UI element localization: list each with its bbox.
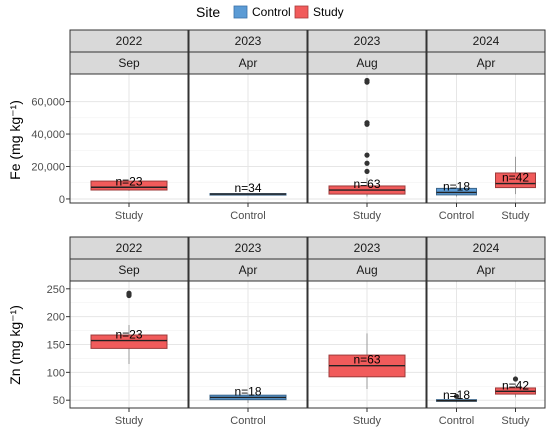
legend-key-control	[233, 5, 248, 19]
panel-border	[426, 280, 546, 409]
outlier-point	[453, 393, 460, 399]
box-iqr-control	[436, 187, 477, 196]
x-tick-label: Study	[501, 210, 530, 222]
y-tick-label: 50	[53, 395, 65, 407]
x-tick-label: Control	[230, 415, 265, 427]
strip-month-label: Apr	[477, 263, 496, 277]
y-axis-title: Zn (mg kg⁻¹)	[7, 305, 23, 385]
box-iqr-study	[90, 180, 168, 191]
strip-year-label: 2022	[116, 34, 143, 48]
n-count-label: n=34	[234, 181, 261, 195]
n-count-label: n=23	[115, 328, 142, 342]
facet-panel: 2022 Sep n=23 Study	[69, 29, 189, 222]
strip-year-label: 2023	[235, 241, 262, 255]
strip-month-label: Apr	[239, 263, 258, 277]
strip-year-label: 2024	[473, 241, 500, 255]
panel-border	[426, 73, 546, 204]
legend-label-study: Study	[313, 5, 344, 19]
legend-label-control: Control	[252, 5, 291, 19]
outlier-point	[364, 120, 370, 126]
y-tick-label: 100	[47, 367, 65, 379]
outlier-point	[364, 168, 370, 174]
facet-row-1: Fe (mg kg⁻¹) 0 20,000 40,000 60,000 2022 Sep n=…	[7, 29, 546, 222]
facet-panel: 2023 Apr n=18 Control	[188, 236, 308, 427]
y-tick-label: 40,000	[31, 129, 65, 141]
x-tick-label: Study	[501, 415, 530, 427]
facet-panel: 2022 Sep n=23 Study	[69, 236, 189, 427]
strip-month-label: Apr	[239, 56, 258, 70]
n-count-label: n=18	[234, 384, 261, 398]
strip-month-label: Aug	[356, 263, 377, 277]
x-tick-label: Study	[353, 415, 382, 427]
x-tick-label: Control	[230, 210, 265, 222]
n-count-label: n=23	[115, 174, 142, 188]
strip-month-label: Aug	[356, 56, 377, 70]
y-tick-label: 250	[47, 284, 65, 296]
x-tick-label: Study	[353, 210, 382, 222]
y-tick-label: 20,000	[31, 161, 65, 173]
outlier-point	[364, 77, 370, 84]
strip-year-label: 2022	[116, 241, 143, 255]
facet-panel: 2024 Apr n=18 n=42 Control Study	[426, 29, 546, 222]
strip-year-label: 2023	[354, 34, 381, 48]
n-count-label: n=18	[443, 179, 470, 193]
facet-panel: 2023 Apr n=34 Control	[188, 29, 308, 222]
y-tick-label: 60,000	[31, 97, 65, 109]
x-tick-label: Study	[115, 210, 144, 222]
y-tick-label: 200	[47, 312, 65, 324]
x-tick-label: Control	[439, 415, 474, 427]
strip-month-label: Sep	[118, 56, 140, 70]
legend: Site Control Study	[196, 4, 344, 20]
n-count-label: n=63	[353, 177, 380, 191]
y-tick-label: 150	[47, 340, 65, 352]
outlier-point	[126, 290, 132, 296]
box-iqr-study	[90, 334, 168, 349]
x-tick-label: Control	[439, 210, 474, 222]
facet-panel: 2023 Aug n=63 Study	[307, 236, 427, 427]
facet-panel: 2024 Apr n=18 n=42 Control Study	[426, 236, 546, 427]
n-count-label: n=42	[502, 378, 529, 392]
outlier-point	[364, 152, 370, 158]
legend-key-study	[294, 5, 309, 19]
facet-row-2: Zn (mg kg⁻¹) 50 100 150 200 250 2022 Sep n=23 Stu…	[7, 236, 546, 427]
y-axis-title: Fe (mg kg⁻¹)	[7, 100, 23, 180]
strip-year-label: 2023	[235, 34, 262, 48]
facet-panel: 2023 Aug n=63 Study	[307, 29, 427, 222]
outlier-point	[512, 376, 519, 382]
outlier-point	[364, 160, 370, 166]
n-count-label: n=18	[443, 388, 470, 402]
strip-month-label: Apr	[477, 56, 496, 70]
strip-year-label: 2023	[354, 241, 381, 255]
n-count-label: n=42	[502, 171, 529, 185]
strip-month-label: Sep	[118, 263, 140, 277]
legend-title: Site	[196, 4, 220, 20]
strip-year-label: 2024	[473, 34, 500, 48]
y-tick-label: 0	[59, 194, 65, 206]
n-count-label: n=63	[353, 353, 380, 367]
x-tick-label: Study	[115, 415, 144, 427]
